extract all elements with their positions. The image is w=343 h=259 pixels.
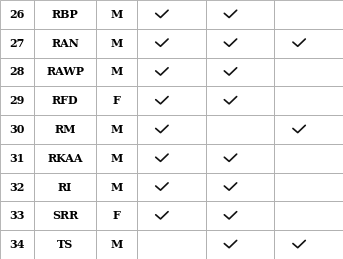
Text: 33: 33 [9, 210, 25, 221]
Bar [34, 57, 96, 86]
Bar [96, 173, 137, 202]
Bar [96, 86, 137, 115]
Bar [274, 202, 343, 230]
Bar [206, 230, 274, 259]
Bar [0, 86, 34, 115]
Bar [206, 202, 274, 230]
Text: 27: 27 [10, 38, 25, 49]
Bar [34, 173, 96, 202]
Bar [34, 86, 96, 115]
Bar [137, 0, 206, 29]
Text: F: F [113, 95, 120, 106]
Bar [206, 0, 274, 29]
Bar [274, 57, 343, 86]
Bar [34, 202, 96, 230]
Text: 26: 26 [10, 9, 25, 20]
Bar [274, 230, 343, 259]
Bar [206, 115, 274, 144]
Bar [96, 202, 137, 230]
Text: 31: 31 [10, 153, 25, 164]
Bar [206, 86, 274, 115]
Bar [137, 115, 206, 144]
Bar [96, 230, 137, 259]
Bar [34, 0, 96, 29]
Text: 32: 32 [10, 182, 25, 192]
Bar [274, 115, 343, 144]
Bar [96, 57, 137, 86]
Bar [34, 144, 96, 173]
Bar [96, 29, 137, 57]
Bar [0, 144, 34, 173]
Bar [274, 86, 343, 115]
Bar [34, 230, 96, 259]
Text: M: M [110, 182, 123, 192]
Text: M: M [110, 124, 123, 135]
Bar [0, 202, 34, 230]
Text: 34: 34 [9, 239, 25, 250]
Bar [137, 144, 206, 173]
Text: M: M [110, 239, 123, 250]
Text: RAWP: RAWP [46, 67, 84, 77]
Bar [0, 115, 34, 144]
Bar [274, 29, 343, 57]
Bar [206, 57, 274, 86]
Bar [34, 115, 96, 144]
Bar [137, 202, 206, 230]
Bar [137, 86, 206, 115]
Text: F: F [113, 210, 120, 221]
Bar [0, 0, 34, 29]
Bar [137, 230, 206, 259]
Text: TS: TS [57, 239, 73, 250]
Text: 29: 29 [10, 95, 25, 106]
Text: RM: RM [55, 124, 76, 135]
Bar [137, 57, 206, 86]
Bar [96, 115, 137, 144]
Text: 28: 28 [10, 67, 25, 77]
Bar [274, 144, 343, 173]
Bar [206, 144, 274, 173]
Text: RI: RI [58, 182, 72, 192]
Text: M: M [110, 38, 123, 49]
Bar [0, 230, 34, 259]
Bar [96, 144, 137, 173]
Text: M: M [110, 9, 123, 20]
Text: M: M [110, 153, 123, 164]
Bar [206, 29, 274, 57]
Bar [0, 173, 34, 202]
Bar [137, 173, 206, 202]
Text: RAN: RAN [51, 38, 79, 49]
Bar [274, 173, 343, 202]
Bar [34, 29, 96, 57]
Bar [206, 173, 274, 202]
Text: SRR: SRR [52, 210, 78, 221]
Bar [0, 57, 34, 86]
Text: RBP: RBP [52, 9, 79, 20]
Text: M: M [110, 67, 123, 77]
Bar [274, 0, 343, 29]
Bar [96, 0, 137, 29]
Bar [0, 29, 34, 57]
Text: RKAA: RKAA [47, 153, 83, 164]
Text: 30: 30 [10, 124, 25, 135]
Bar [137, 29, 206, 57]
Text: RFD: RFD [52, 95, 79, 106]
